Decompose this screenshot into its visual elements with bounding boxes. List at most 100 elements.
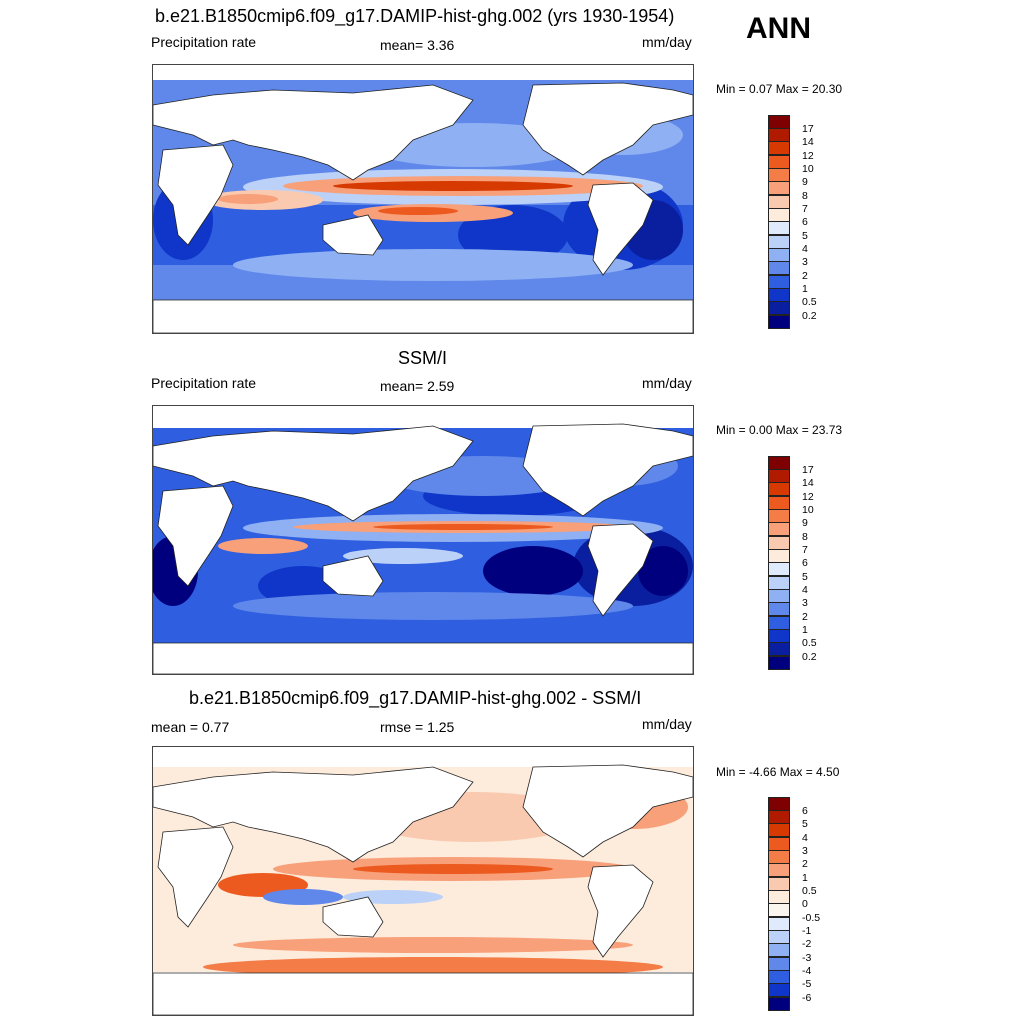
colorbar-tick: -3 <box>802 952 812 964</box>
colorbar-swatch <box>768 208 790 222</box>
mean-label-obs: mean= 2.59 <box>380 378 455 394</box>
colorbar-diff <box>768 797 792 1011</box>
colorbar-swatch <box>768 456 790 470</box>
precip-field-model <box>153 65 693 333</box>
colorbar-swatch <box>768 877 790 891</box>
mean-label-diff: mean = 0.77 <box>151 719 230 735</box>
colorbar-swatch <box>768 261 790 275</box>
colorbar-obs <box>768 456 792 670</box>
colorbar-swatch <box>768 155 790 169</box>
mean-label-model: mean= 3.36 <box>380 37 455 53</box>
colorbar-tick: 8 <box>802 190 808 202</box>
colorbar-tick: 0.5 <box>802 637 817 649</box>
colorbar-tick: 12 <box>802 491 814 503</box>
colorbar-tick: 3 <box>802 845 808 857</box>
colorbar-swatch <box>768 509 790 523</box>
colorbar-swatch <box>768 221 790 235</box>
panel-title-obs: SSM/I <box>398 348 448 368</box>
colorbar-tick: 3 <box>802 597 808 609</box>
colorbar-swatch <box>768 903 790 917</box>
colorbar-tick: 17 <box>802 464 814 476</box>
colorbar-tick: 3 <box>802 256 808 268</box>
colorbar-tick: 5 <box>802 818 808 830</box>
colorbar-tick: 1 <box>802 872 808 884</box>
colorbar-swatch <box>768 549 790 563</box>
colorbar-tick: 4 <box>802 243 808 255</box>
colorbar-swatch <box>768 642 790 656</box>
colorbar-swatch <box>768 536 790 550</box>
colorbar-tick: -5 <box>802 978 812 990</box>
colorbar-tick: 7 <box>802 544 808 556</box>
colorbar-tick: -4 <box>802 965 812 977</box>
colorbar-swatch <box>768 850 790 864</box>
colorbar-swatch <box>768 248 790 262</box>
colorbar-swatch <box>768 168 790 182</box>
colorbar-swatch <box>768 823 790 837</box>
units-label-obs: mm/day <box>642 375 692 391</box>
colorbar-tick: 6 <box>802 216 808 228</box>
minmax-diff: Min = -4.66 Max = 4.50 <box>716 765 840 779</box>
colorbar-tick: 14 <box>802 136 814 148</box>
colorbar-tick: 2 <box>802 611 808 623</box>
colorbar-tick: 4 <box>802 584 808 596</box>
colorbar-tick: 2 <box>802 858 808 870</box>
season-label: ANN <box>746 12 811 45</box>
colorbar-tick: 0.5 <box>802 296 817 308</box>
map-model <box>152 64 694 334</box>
colorbar-swatch <box>768 128 790 142</box>
units-label-diff: mm/day <box>642 716 692 732</box>
colorbar-swatch <box>768 997 790 1011</box>
colorbar-tick: 0 <box>802 898 808 910</box>
left-label-obs: Precipitation rate <box>151 375 257 391</box>
colorbar-swatch <box>768 288 790 302</box>
colorbar-swatch <box>768 141 790 155</box>
colorbar-tick: 2 <box>802 270 808 282</box>
colorbar-tick: 6 <box>802 557 808 569</box>
panel-title-model: b.e21.B1850cmip6.f09_g17.DAMIP-hist-ghg.… <box>155 6 675 26</box>
colorbar-tick: 12 <box>802 150 814 162</box>
colorbar-swatch <box>768 482 790 496</box>
colorbar-swatch <box>768 301 790 315</box>
colorbar-tick: 5 <box>802 571 808 583</box>
colorbar-swatch <box>768 656 790 670</box>
colorbar-swatch <box>768 562 790 576</box>
colorbar-swatch <box>768 469 790 483</box>
colorbar-tick: 6 <box>802 805 808 817</box>
map-obs <box>152 405 694 675</box>
colorbar-swatch <box>768 917 790 931</box>
colorbar-swatch <box>768 576 790 590</box>
colorbar-tick: -6 <box>802 992 812 1004</box>
colorbar-swatch <box>768 943 790 957</box>
units-label-model: mm/day <box>642 34 692 50</box>
colorbar-swatch <box>768 930 790 944</box>
precip-field-diff <box>153 747 693 1015</box>
colorbar-tick: 7 <box>802 203 808 215</box>
colorbar-swatch <box>768 496 790 510</box>
colorbar-tick: 5 <box>802 230 808 242</box>
colorbar-swatch <box>768 837 790 851</box>
colorbar-swatch <box>768 181 790 195</box>
rmse-label-diff: rmse = 1.25 <box>380 719 455 735</box>
colorbar-tick: 9 <box>802 517 808 529</box>
colorbar-swatch <box>768 983 790 997</box>
colorbar-swatch <box>768 616 790 630</box>
colorbar-tick: 14 <box>802 477 814 489</box>
colorbar-tick: -0.5 <box>802 912 821 924</box>
colorbar-tick: 0.5 <box>802 885 817 897</box>
colorbar-swatch <box>768 957 790 971</box>
colorbar-swatch <box>768 970 790 984</box>
colorbar-swatch <box>768 195 790 209</box>
left-label-model: Precipitation rate <box>151 34 257 50</box>
colorbar-tick: 1 <box>802 283 808 295</box>
colorbar-tick: 1 <box>802 624 808 636</box>
minmax-model: Min = 0.07 Max = 20.30 <box>716 82 843 96</box>
colorbar-swatch <box>768 522 790 536</box>
precip-field-obs <box>153 406 693 674</box>
colorbar-tick: 0.2 <box>802 651 817 663</box>
minmax-obs: Min = 0.00 Max = 23.73 <box>716 423 843 437</box>
colorbar-swatch <box>768 602 790 616</box>
colorbar-tick: 4 <box>802 832 808 844</box>
colorbar-swatch <box>768 890 790 904</box>
colorbar-swatch <box>768 115 790 129</box>
colorbar-swatch <box>768 810 790 824</box>
